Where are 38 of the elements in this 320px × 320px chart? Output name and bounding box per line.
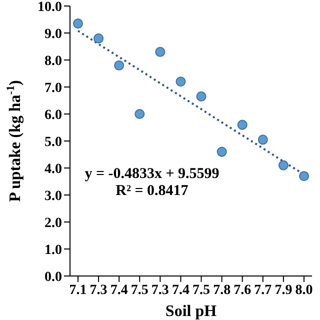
y-tick-label: 0.0 bbox=[44, 270, 62, 285]
y-tick-label: 5.0 bbox=[44, 134, 62, 150]
point bbox=[134, 108, 145, 120]
annotation: R² = 0.8417 bbox=[116, 183, 189, 199]
y-tick-label: 1.0 bbox=[44, 242, 62, 258]
point bbox=[237, 120, 248, 130]
x-tick-label: 7.5 bbox=[192, 282, 210, 298]
annotation: y = -0.4833x + 9.5599 bbox=[84, 166, 220, 182]
y-tick-label: 2.0 bbox=[44, 216, 62, 231]
y-tick-label: 8.0 bbox=[44, 54, 62, 69]
y-tick-label: 3.0 bbox=[44, 188, 62, 204]
point bbox=[196, 91, 206, 102]
point bbox=[176, 76, 186, 87]
x-tick-label: 8.0 bbox=[295, 282, 313, 298]
x-tick-label: 7.6 bbox=[234, 282, 252, 298]
point bbox=[278, 160, 288, 170]
x-tick-label: 7.5 bbox=[130, 282, 148, 298]
x-tick-label: 7.3 bbox=[90, 282, 108, 298]
point bbox=[72, 18, 84, 29]
x-tick-label: 7.1 bbox=[69, 282, 87, 298]
x-tick-label: 7.9 bbox=[274, 282, 292, 298]
point bbox=[114, 60, 124, 70]
y-tick-label: 10.0 bbox=[38, 0, 62, 15]
x-tick-label: 7.7 bbox=[254, 282, 272, 298]
x-tick-label: 7.4 bbox=[172, 282, 190, 298]
point bbox=[298, 171, 310, 182]
x-axis-title: Soil pH bbox=[165, 303, 218, 320]
y-tick-label: 4.0 bbox=[44, 162, 62, 177]
point bbox=[216, 146, 227, 157]
y-tick-label: 6.0 bbox=[44, 108, 62, 123]
x-tick-label: 7.4 bbox=[110, 282, 128, 298]
x-tick-label: 7.3 bbox=[151, 282, 169, 298]
x-tick-label: 7.8 bbox=[213, 282, 231, 298]
point bbox=[94, 33, 104, 44]
point bbox=[155, 46, 166, 57]
y-tick-label: 9.0 bbox=[44, 26, 62, 42]
point bbox=[258, 134, 268, 145]
y-tick-label: 7.0 bbox=[44, 80, 62, 96]
